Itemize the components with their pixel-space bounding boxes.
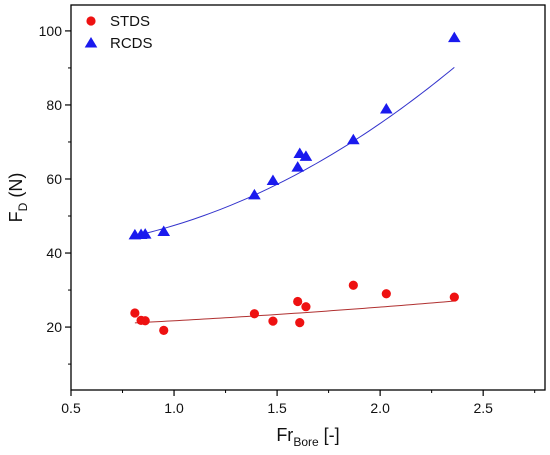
stds-trendline bbox=[134, 300, 455, 324]
rcds-point bbox=[293, 147, 307, 158]
rcds-point bbox=[448, 31, 461, 43]
stds-point bbox=[130, 308, 140, 318]
rcds-point bbox=[380, 103, 393, 114]
legend-rcds-marker bbox=[84, 37, 98, 48]
y-tick-label: 100 bbox=[39, 23, 63, 39]
stds-point bbox=[159, 325, 169, 335]
stds-point bbox=[295, 318, 305, 328]
rcds-point bbox=[248, 188, 261, 200]
stds-point bbox=[268, 316, 278, 326]
stds-point bbox=[381, 289, 391, 299]
legend-rcds-label: RCDS bbox=[110, 35, 153, 52]
rcds-point bbox=[291, 161, 304, 172]
y-tick-label: 20 bbox=[46, 319, 62, 335]
stds-point bbox=[140, 316, 150, 326]
rcds-point bbox=[266, 174, 280, 185]
rcds-point bbox=[138, 228, 152, 239]
plot-area bbox=[128, 31, 461, 335]
x-tick-label: 1.5 bbox=[267, 400, 287, 416]
rcds-point bbox=[157, 225, 171, 237]
stds-point bbox=[449, 292, 459, 302]
rcds-point bbox=[299, 150, 313, 161]
x-tick-label: 1.0 bbox=[164, 400, 184, 416]
x-tick-label: 0.5 bbox=[61, 400, 81, 416]
axes: 0.5 1.0 1.5 2.0 2.5 20 40 60 80 100 FrBore [-] FD (… bbox=[6, 4, 546, 449]
legend: STDS RCDS bbox=[84, 13, 153, 52]
rcds-point bbox=[347, 133, 360, 145]
legend-stds-marker bbox=[86, 16, 96, 26]
stds-point bbox=[301, 302, 311, 312]
y-axis-label: FD (N) bbox=[6, 173, 30, 223]
rcds-trendline bbox=[134, 66, 455, 237]
y-tick-label: 80 bbox=[46, 97, 62, 113]
x-tick-label: 2.5 bbox=[473, 400, 493, 416]
y-tick-label: 40 bbox=[46, 245, 62, 261]
stds-point bbox=[293, 296, 303, 307]
stds-point bbox=[249, 309, 260, 319]
x-tick-label: 2.0 bbox=[370, 400, 390, 416]
plot-frame bbox=[70, 4, 546, 391]
legend-stds-label: STDS bbox=[110, 13, 150, 30]
y-tick-label: 60 bbox=[46, 171, 62, 187]
stds-point bbox=[348, 280, 358, 290]
x-axis-label: FrBore [-] bbox=[276, 425, 339, 449]
